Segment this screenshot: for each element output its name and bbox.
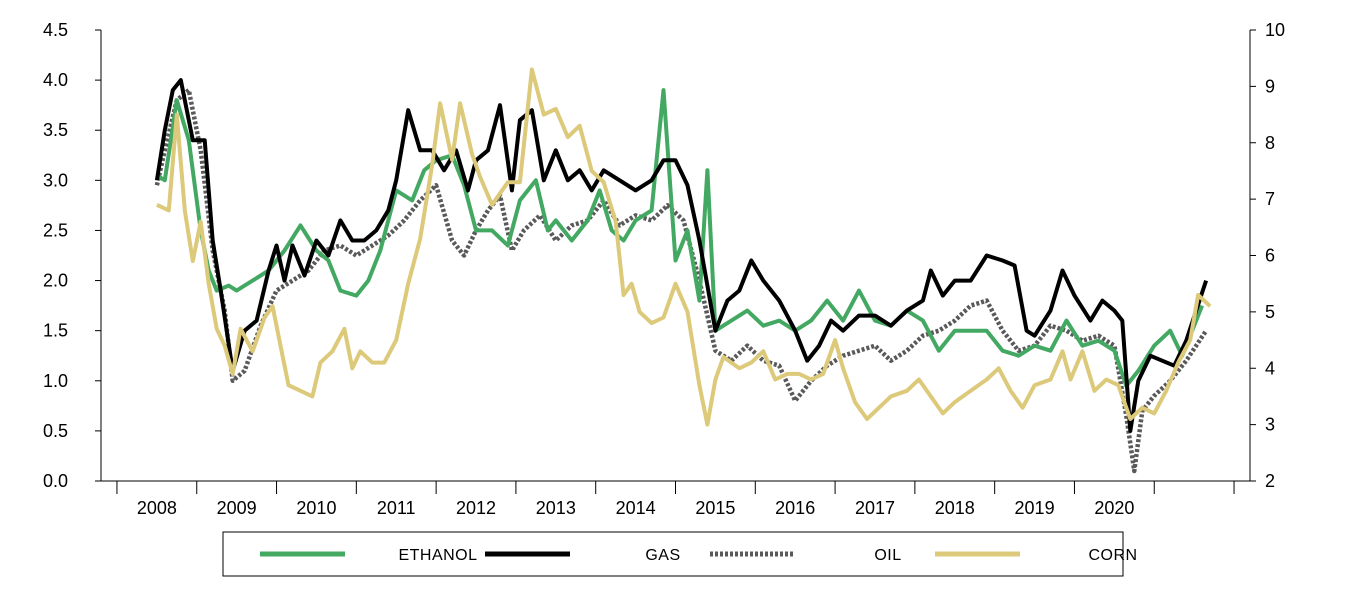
right-y-tick-label: 8 <box>1265 133 1275 153</box>
legend-label-ethanol: ETHANOL <box>398 547 477 564</box>
series-line-ethanol <box>155 88 1204 388</box>
legend: ETHANOL GAS OIL CORN <box>222 531 1137 577</box>
right-y-axis: 2 3 4 5 6 7 8 9 10 <box>1250 20 1285 491</box>
x-tick-label: 2017 <box>855 498 895 518</box>
x-tick-label: 2018 <box>935 498 975 518</box>
series-line-gas <box>154 78 1208 433</box>
x-tick-label: 2016 <box>775 498 815 518</box>
right-y-tick-label: 2 <box>1265 471 1275 491</box>
x-tick-label: 2014 <box>616 498 656 518</box>
left-y-tick-label: 4.5 <box>43 20 68 40</box>
right-y-tick-label: 6 <box>1265 246 1275 266</box>
series-line-corn <box>156 67 1212 427</box>
x-tick-label: 2008 <box>137 498 177 518</box>
legend-label-oil: OIL <box>874 547 901 564</box>
right-y-tick-label: 9 <box>1265 76 1275 96</box>
x-tick-label: 2012 <box>456 498 496 518</box>
series-line-oil <box>154 87 1208 474</box>
x-tick-label: 2020 <box>1094 498 1134 518</box>
x-tick-label: 2011 <box>377 498 416 518</box>
x-tick-label: 2010 <box>296 498 336 518</box>
legend-label-corn: CORN <box>1088 547 1137 564</box>
left-y-tick-label: 2.5 <box>43 220 68 240</box>
left-y-tick-label: 0.0 <box>43 471 68 491</box>
right-y-tick-label: 5 <box>1265 302 1275 322</box>
left-y-tick-label: 3.0 <box>43 170 68 190</box>
left-y-tick-label: 2.0 <box>43 271 68 291</box>
legend-label-gas: GAS <box>645 547 680 564</box>
series-layer <box>154 67 1212 474</box>
x-tick-label: 2009 <box>217 498 257 518</box>
left-y-tick-label: 1.5 <box>43 321 68 341</box>
x-tick-label: 2015 <box>695 498 735 518</box>
right-y-tick-label: 3 <box>1265 415 1275 435</box>
left-y-tick-label: 4.0 <box>43 70 68 90</box>
x-tick-label: 2013 <box>536 498 576 518</box>
x-axis: 2008 2009 2010 2011 2012 2013 2014 2015 2016 2017… <box>116 481 1235 518</box>
left-y-tick-label: 3.5 <box>43 120 68 140</box>
x-tick-label: 2019 <box>1015 498 1055 518</box>
left-y-axis: 0.0 0.5 1.0 1.5 2.0 2.5 3.0 3.5 4.0 4.5 <box>43 20 101 491</box>
left-y-tick-label: 1.0 <box>43 371 68 391</box>
left-y-tick-label: 0.5 <box>43 421 68 441</box>
right-y-tick-label: 4 <box>1265 358 1275 378</box>
right-y-tick-label: 7 <box>1265 189 1275 209</box>
right-y-tick-label: 10 <box>1265 20 1285 40</box>
